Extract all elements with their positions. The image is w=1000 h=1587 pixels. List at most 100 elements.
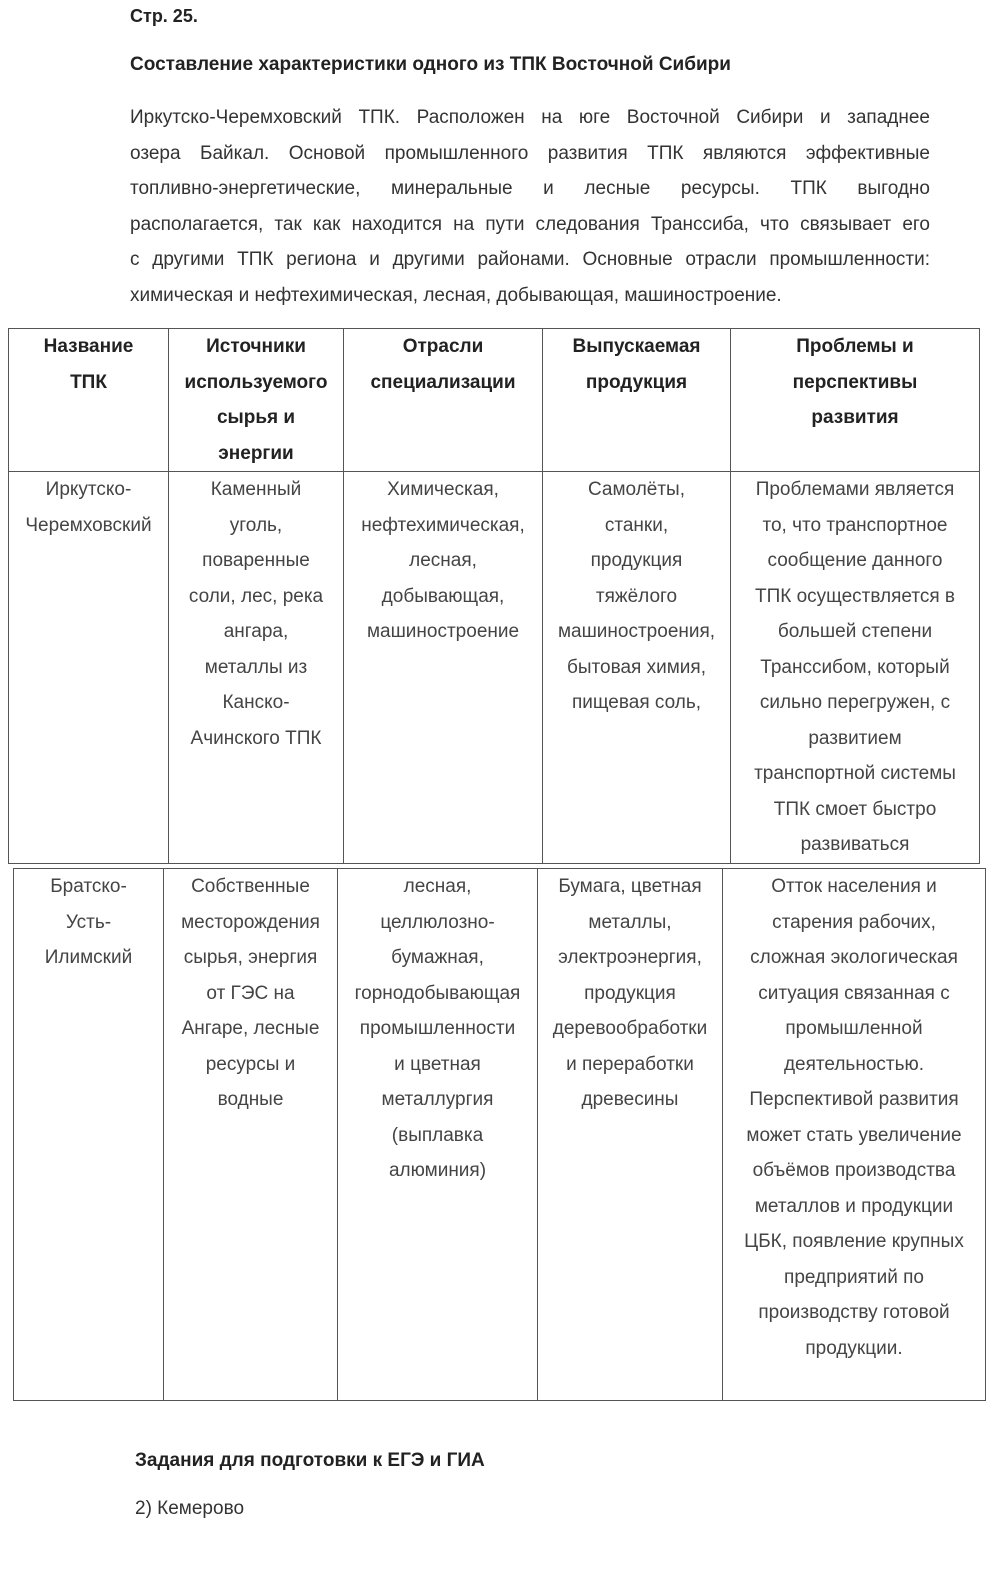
table-cell: Выпускаемая продукция	[542, 328, 731, 472]
cell-line: Название	[43, 336, 134, 357]
cell-line: ангара,	[223, 621, 289, 642]
cell-line: металлы,	[588, 911, 672, 933]
cell-line: сильно перегружен, с	[759, 692, 951, 713]
table-row: Иркутско- Черемховский Каменный уголь, повар…	[8, 471, 980, 864]
table-cell: Проблемы и перспективы развития	[730, 328, 980, 472]
cell-line: уголь,	[229, 514, 283, 536]
cell-line: объёмов производства	[752, 1160, 956, 1181]
cell-line: Ангаре, лесные	[181, 1018, 320, 1039]
intro-line: топливно-энергетические, минеральные и л…	[130, 178, 930, 199]
cell-line: энергии	[218, 442, 294, 464]
intro-line: с другими ТПК региона и другими районами…	[130, 249, 930, 270]
table-cell: Отток населения и старения рабочих, сложна…	[722, 868, 986, 1401]
table-header-row: Название ТПК Источники используемого сырья и…	[8, 328, 980, 472]
cell-line: Отрасли	[402, 336, 484, 357]
cell-line: Усть-	[65, 911, 112, 933]
answer-text: 2) Кемерово	[135, 1498, 245, 1519]
intro-line: располагается, так как находится на пути…	[130, 213, 930, 235]
cell-line: ТПК	[70, 371, 107, 393]
cell-line: нефтехимическая,	[361, 514, 525, 536]
cell-line: Выпускаемая	[572, 336, 701, 357]
page-title: Составление характеристики одного из ТПК…	[130, 54, 731, 75]
cell-line: развития	[811, 407, 899, 428]
cell-line: тяжёлого	[595, 585, 678, 607]
cell-line: производству готовой	[758, 1302, 950, 1323]
cell-line: бумажная,	[391, 947, 484, 968]
cell-line: Собственные	[191, 876, 310, 897]
cell-line: лесная,	[403, 876, 472, 897]
table-cell: Химическая, нефтехимическая, лесная, добыва…	[343, 471, 543, 864]
cell-line: перспективы	[792, 371, 918, 393]
cell-line: деятельностью.	[783, 1053, 925, 1075]
cell-line: то, что транспортное	[762, 514, 948, 536]
table-cell: Название ТПК	[8, 328, 169, 472]
table-cell: Каменный уголь, поваренные соли, лес, река а…	[168, 471, 344, 864]
cell-line: большей степени	[777, 621, 933, 642]
cell-line: продукция	[584, 982, 676, 1004]
cell-line: электроэнергия,	[558, 947, 702, 968]
cell-line: горнодобывающая	[354, 982, 521, 1004]
cell-line: используемого	[184, 371, 328, 393]
cell-line: алюминия)	[388, 1160, 487, 1181]
cell-line: специализации	[370, 371, 516, 393]
cell-line: водные	[217, 1089, 284, 1110]
table-cell: Иркутско- Черемховский	[8, 471, 169, 864]
cell-line: Отток населения и	[771, 876, 937, 897]
cell-line: машиностроения,	[557, 621, 716, 642]
intro-line: химическая и нефтехимическая, лесная, до…	[130, 284, 782, 306]
cell-line: деревообработки	[552, 1018, 708, 1039]
cell-line: развитием	[808, 727, 902, 749]
intro-paragraph: Иркутско-Черемховский ТПК. Расположен на…	[130, 100, 930, 313]
cell-line: Черемховский	[25, 514, 152, 536]
page-number: Стр. 25.	[130, 6, 198, 26]
cell-line: сырья, энергия	[183, 947, 318, 968]
cell-line: Бумага, цветная	[558, 876, 702, 897]
cell-line: соли, лес, река	[188, 585, 324, 607]
cell-line: Иркутско-	[45, 479, 132, 500]
cell-line: станки,	[604, 514, 669, 536]
cell-line: и цветная	[394, 1053, 481, 1075]
cell-line: поваренные	[202, 550, 310, 571]
cell-line: старения рабочих,	[772, 911, 936, 933]
table-cell: Проблемами является то, что транспортное с…	[730, 471, 980, 864]
cell-line: Транссибом, который	[760, 656, 950, 678]
table-cell: Бумага, цветная металлы, электроэнергия, пр…	[537, 868, 723, 1401]
tpk-table-2: Братско- Усть- Илимский Собственные месторож…	[13, 868, 986, 1401]
cell-line: пищевая соль,	[571, 692, 702, 713]
cell-line: Каменный	[210, 479, 302, 500]
cell-line: целлюлозно-	[380, 911, 495, 933]
cell-line: Самолёты,	[587, 479, 685, 500]
table-row: Братско- Усть- Илимский Собственные месторож…	[13, 868, 986, 1401]
cell-line: древесины	[581, 1089, 679, 1110]
cell-line: бытовая химия,	[567, 656, 706, 678]
tpk-table-1: Название ТПК Источники используемого сырья и…	[8, 328, 980, 864]
table-cell: Собственные месторождения сырья, энергия от…	[163, 868, 338, 1401]
section-heading: Задания для подготовки к ЕГЭ и ГИА	[135, 1450, 485, 1471]
cell-line: ЦБК, появление крупных	[744, 1231, 964, 1252]
intro-line: Иркутско-Черемховский ТПК. Расположен на…	[130, 107, 930, 128]
table-cell: Братско- Усть- Илимский	[13, 868, 164, 1401]
cell-line: (выплавка	[391, 1124, 484, 1146]
cell-line: и переработки	[566, 1053, 694, 1075]
cell-line: ресурсы и	[205, 1053, 296, 1075]
cell-line: Канско-	[222, 692, 290, 713]
cell-line: Химическая,	[387, 479, 499, 500]
table-cell: Источники используемого сырья и энергии	[168, 328, 344, 472]
cell-line: ситуация связанная с	[758, 982, 950, 1004]
cell-line: Проблемы и	[796, 336, 914, 357]
table-cell: Отрасли специализации	[343, 328, 543, 472]
table-cell: Самолёты, станки, продукция тяжёлого машинос…	[542, 471, 731, 864]
cell-line: лесная,	[409, 550, 477, 571]
cell-line: транспортной системы	[754, 763, 956, 784]
table-cell: лесная, целлюлозно-бумажная, горнодобывающ…	[337, 868, 538, 1401]
cell-line: Илимский	[44, 947, 133, 968]
cell-line: от ГЭС на	[206, 982, 295, 1004]
cell-line: сложная экологическая	[750, 947, 958, 968]
cell-line: может стать увеличение	[746, 1124, 962, 1146]
cell-line: металлов и продукции	[754, 1195, 954, 1217]
cell-line: ТПК смоет быстро	[773, 798, 937, 820]
cell-line: металлургия	[381, 1089, 494, 1110]
cell-line: Проблемами является	[755, 479, 955, 500]
cell-line: металлы из	[204, 656, 308, 678]
cell-line: Братско-	[50, 876, 127, 897]
